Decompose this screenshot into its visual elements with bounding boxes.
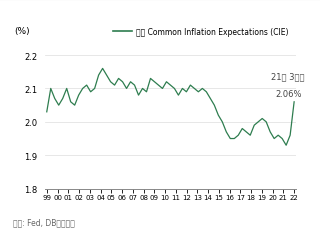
Text: (%): (%)	[15, 27, 30, 36]
Legend: 연준 Common Inflation Expectations (CIE): 연준 Common Inflation Expectations (CIE)	[110, 25, 292, 40]
Text: 자료: Fed, DB금융투자: 자료: Fed, DB금융투자	[13, 218, 75, 227]
Text: 2.06%: 2.06%	[275, 90, 301, 99]
Text: 21년 3분기: 21년 3분기	[271, 72, 305, 81]
